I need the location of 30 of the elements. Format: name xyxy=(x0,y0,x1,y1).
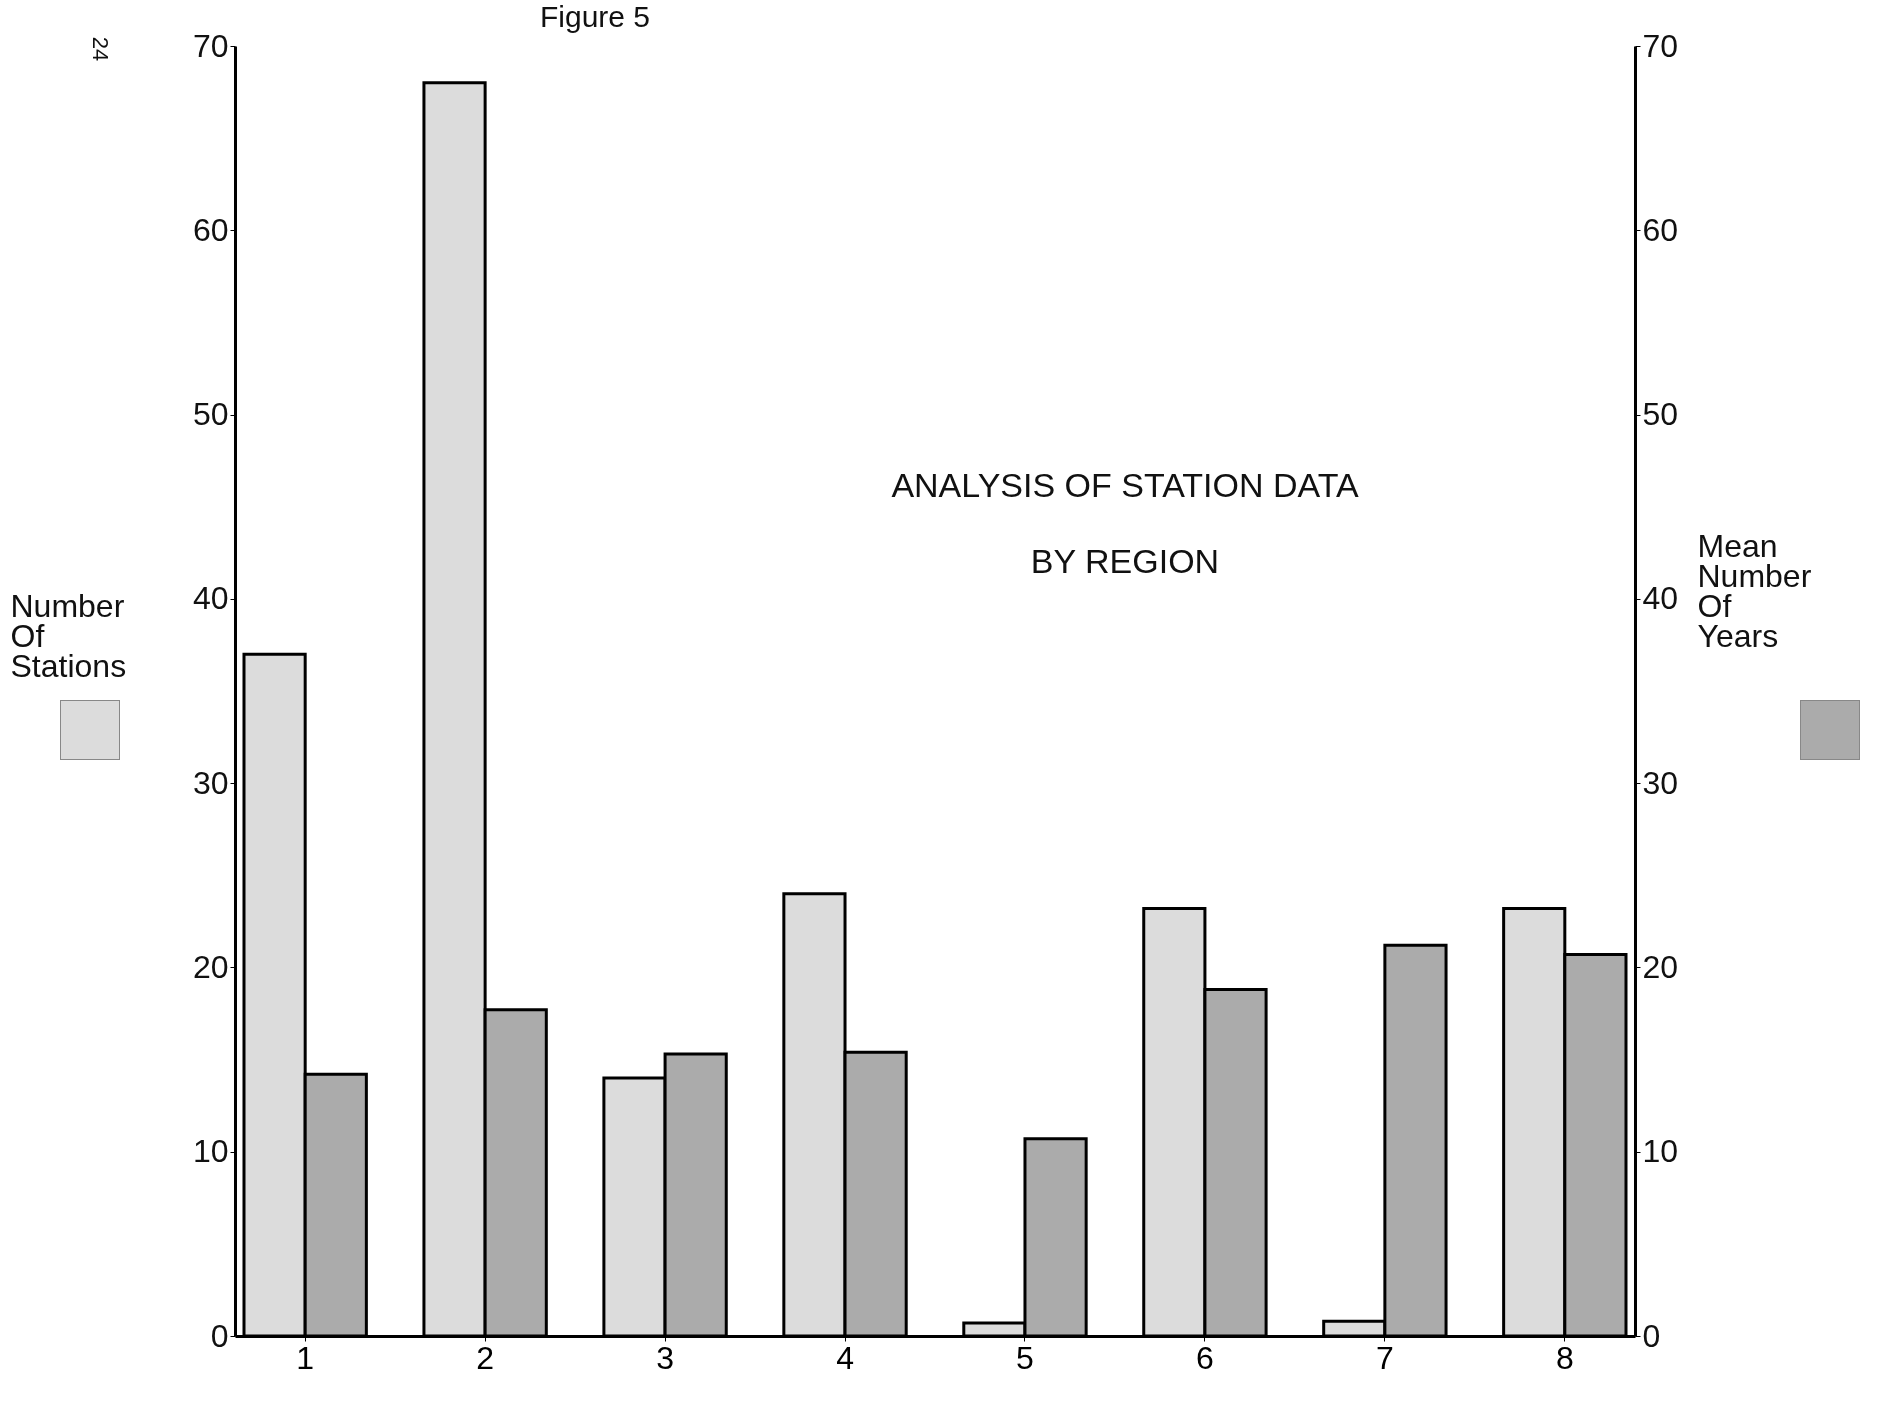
x-tick-label: 1 xyxy=(296,1339,315,1376)
y-tick-label: 20 xyxy=(192,948,229,985)
y2-tick-label: 20 xyxy=(1642,948,1679,985)
x-tick-label: 4 xyxy=(836,1339,854,1376)
y2-tick-label: 40 xyxy=(1642,580,1679,617)
y2-tick-label: 50 xyxy=(1642,396,1679,433)
x-tick-label: 3 xyxy=(656,1339,674,1376)
text: BY REGION xyxy=(1030,542,1220,580)
y2-tick-label: 30 xyxy=(1642,764,1679,801)
y2-tick-label: 70 xyxy=(1642,27,1679,64)
x-tick-label: 6 xyxy=(1196,1339,1214,1376)
y2-tick-label: 0 xyxy=(1642,1317,1661,1354)
y-tick-label: 10 xyxy=(192,1133,229,1170)
caption: Figure 5 xyxy=(540,0,651,34)
x-tick-label: 8 xyxy=(1555,1339,1574,1376)
y2-tick-label: 60 xyxy=(1642,211,1679,248)
x-tick-label: 7 xyxy=(1375,1339,1394,1376)
text: 24 xyxy=(87,36,114,62)
y-tick-label: 40 xyxy=(192,580,229,617)
y-tick-label: 30 xyxy=(192,764,229,801)
y-tick-label: 50 xyxy=(192,396,229,433)
y-axis-title: Number Of Stations xyxy=(10,587,127,684)
y-tick-label: 60 xyxy=(192,211,229,248)
x-tick-label: 5 xyxy=(1016,1339,1034,1376)
y2-axis-title: Mean Number Of Years xyxy=(1697,527,1812,654)
y-tick-label: 0 xyxy=(210,1317,229,1354)
y-tick-label: 70 xyxy=(192,27,229,64)
y2-tick-label: 10 xyxy=(1642,1133,1679,1170)
text: ANALYSIS OF STATION DATA xyxy=(891,466,1359,504)
x-tick-label: 2 xyxy=(476,1339,495,1376)
